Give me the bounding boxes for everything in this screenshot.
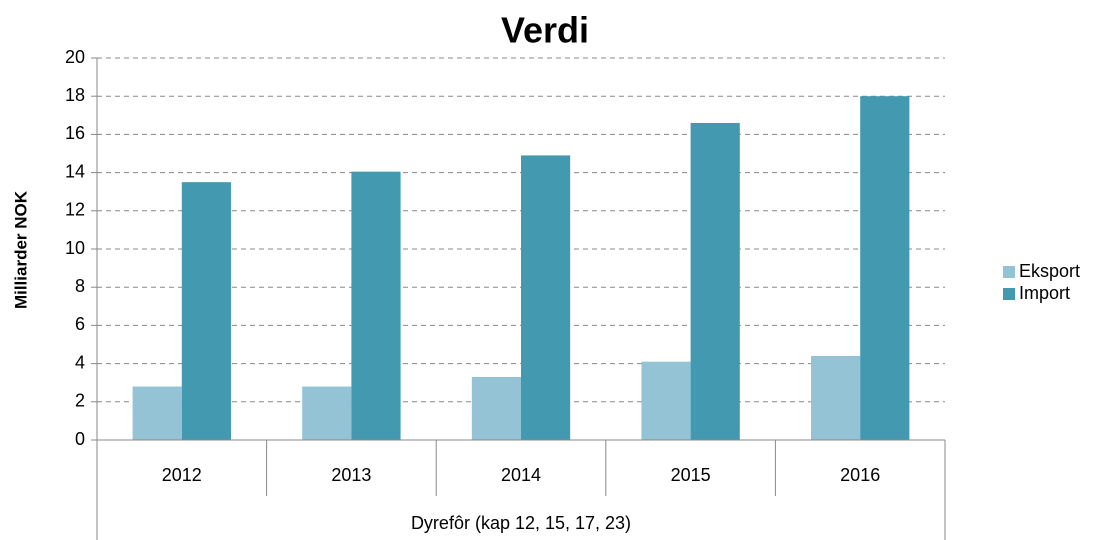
bar xyxy=(690,122,740,440)
x-tick-label: 2015 xyxy=(671,465,711,485)
y-tick-label: 0 xyxy=(75,429,85,449)
y-axis-label: Milliarder NOK xyxy=(11,190,30,309)
legend-label: Import xyxy=(1019,283,1070,303)
bar xyxy=(181,182,231,440)
y-tick-label: 2 xyxy=(75,391,85,411)
bar xyxy=(641,361,691,440)
legend-swatch xyxy=(1003,266,1015,278)
bar xyxy=(521,155,571,440)
bar xyxy=(302,386,352,440)
y-tick-label: 10 xyxy=(65,238,85,258)
x-tick-label: 2014 xyxy=(501,465,541,485)
y-tick-label: 14 xyxy=(65,161,85,181)
y-tick-label: 20 xyxy=(65,47,85,67)
y-tick-label: 8 xyxy=(75,276,85,296)
legend-label: Eksport xyxy=(1019,261,1080,281)
y-tick-label: 6 xyxy=(75,314,85,334)
y-tick-label: 18 xyxy=(65,85,85,105)
bar xyxy=(351,171,401,440)
x-tick-label: 2016 xyxy=(840,465,880,485)
x-tick-label: 2012 xyxy=(162,465,202,485)
legend-swatch xyxy=(1003,288,1015,300)
x-tick-label: 2013 xyxy=(331,465,371,485)
chart-title: Verdi xyxy=(501,10,589,51)
bar xyxy=(132,386,182,440)
y-tick-label: 4 xyxy=(75,352,85,372)
group-label: Dyrefôr (kap 12, 15, 17, 23) xyxy=(411,513,631,533)
y-tick-label: 16 xyxy=(65,123,85,143)
bar xyxy=(860,96,910,440)
bar xyxy=(471,376,521,440)
bar xyxy=(811,355,861,440)
y-tick-label: 12 xyxy=(65,200,85,220)
